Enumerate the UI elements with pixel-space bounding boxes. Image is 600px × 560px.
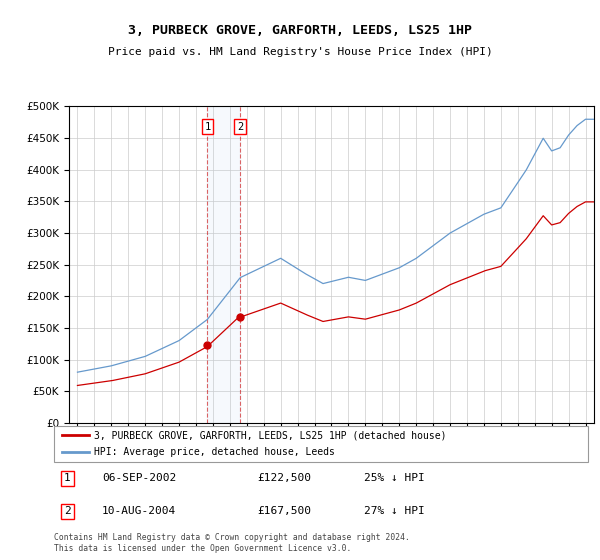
Text: Contains HM Land Registry data © Crown copyright and database right 2024.
This d: Contains HM Land Registry data © Crown c… — [54, 533, 410, 553]
FancyBboxPatch shape — [54, 426, 588, 462]
Text: 3, PURBECK GROVE, GARFORTH, LEEDS, LS25 1HP: 3, PURBECK GROVE, GARFORTH, LEEDS, LS25 … — [128, 24, 472, 38]
Text: 10-AUG-2004: 10-AUG-2004 — [102, 506, 176, 516]
Text: £122,500: £122,500 — [257, 473, 311, 483]
Text: 06-SEP-2002: 06-SEP-2002 — [102, 473, 176, 483]
Text: 1: 1 — [64, 473, 71, 483]
Text: 2: 2 — [237, 122, 244, 132]
Text: 27% ↓ HPI: 27% ↓ HPI — [364, 506, 424, 516]
Text: 2: 2 — [64, 506, 71, 516]
Text: £167,500: £167,500 — [257, 506, 311, 516]
Text: HPI: Average price, detached house, Leeds: HPI: Average price, detached house, Leed… — [94, 447, 335, 457]
Bar — [208, 106, 240, 423]
Text: 1: 1 — [204, 122, 211, 132]
Text: Price paid vs. HM Land Registry's House Price Index (HPI): Price paid vs. HM Land Registry's House … — [107, 46, 493, 57]
Text: 3, PURBECK GROVE, GARFORTH, LEEDS, LS25 1HP (detached house): 3, PURBECK GROVE, GARFORTH, LEEDS, LS25 … — [94, 431, 446, 440]
Text: 25% ↓ HPI: 25% ↓ HPI — [364, 473, 424, 483]
